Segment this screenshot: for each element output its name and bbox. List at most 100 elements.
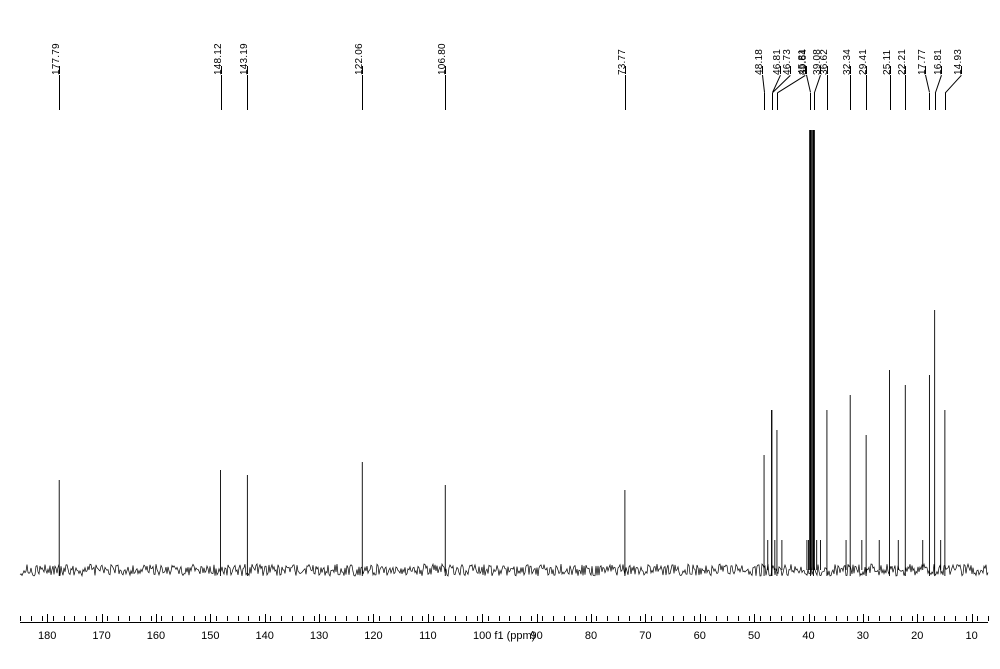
x-tick-minor: [183, 616, 184, 621]
x-tick-minor: [401, 616, 402, 621]
x-tick-label: 170: [92, 630, 110, 642]
x-tick-major: [972, 614, 973, 622]
x-tick-minor: [770, 616, 771, 621]
x-tick-major: [265, 614, 266, 622]
x-tick-minor: [879, 616, 880, 621]
x-tick-label: 80: [585, 630, 597, 642]
peak-tick: [827, 66, 828, 74]
x-tick-major: [917, 614, 918, 622]
x-tick-minor: [564, 616, 565, 621]
peak-label: 122.06: [354, 43, 365, 75]
x-tick-minor: [923, 616, 924, 621]
x-tick-minor: [542, 616, 543, 621]
peak-label: 36.62: [819, 49, 830, 75]
x-tick-minor: [553, 616, 554, 621]
x-tick-minor: [727, 616, 728, 621]
x-tick-major: [754, 614, 755, 622]
peak-tick: [780, 66, 781, 74]
peak-lead: [764, 93, 765, 111]
peak-lead: [221, 75, 222, 110]
x-tick-minor: [379, 616, 380, 621]
x-tick-minor: [955, 616, 956, 621]
x-tick-minor: [216, 616, 217, 621]
peak-label: 17.77: [917, 49, 928, 75]
x-tick-minor: [227, 616, 228, 621]
peak-tick: [850, 66, 851, 74]
peak-label: 39.64: [798, 49, 809, 75]
x-tick-major: [102, 614, 103, 622]
peak-lead: [772, 93, 773, 111]
peak-tick: [790, 66, 791, 74]
peak-lead: [890, 75, 891, 110]
x-tick-minor: [259, 616, 260, 621]
x-tick-minor: [444, 616, 445, 621]
x-tick-minor: [836, 616, 837, 621]
x-tick-label: 70: [639, 630, 651, 642]
x-tick-major: [645, 614, 646, 622]
x-tick-minor: [618, 616, 619, 621]
peak-label: 25.11: [882, 50, 893, 75]
x-tick-minor: [934, 616, 935, 621]
x-tick-minor: [901, 616, 902, 621]
x-tick-minor: [53, 616, 54, 621]
x-tick-label: 40: [802, 630, 814, 642]
x-tick-label: 50: [748, 630, 760, 642]
x-tick-major: [47, 614, 48, 622]
peak-label: 106.80: [437, 43, 448, 75]
x-tick-minor: [118, 616, 119, 621]
x-tick-minor: [629, 616, 630, 621]
x-tick-major: [809, 614, 810, 622]
peak-lead: [445, 75, 446, 110]
peak-tick: [762, 66, 763, 74]
x-tick-minor: [499, 616, 500, 621]
peak-tick: [362, 66, 363, 74]
x-tick-minor: [140, 616, 141, 621]
peak-label: 22.21: [897, 49, 908, 75]
x-tick-minor: [868, 616, 869, 621]
x-tick-major: [700, 614, 701, 622]
x-tick-minor: [803, 616, 804, 621]
x-tick-minor: [238, 616, 239, 621]
peak-label: 32.34: [842, 49, 853, 75]
x-tick-minor: [466, 616, 467, 621]
peak-tick: [961, 66, 962, 74]
x-tick-major: [591, 614, 592, 622]
x-tick-minor: [20, 616, 21, 621]
x-tick-minor: [303, 616, 304, 621]
peak-label: 143.19: [239, 43, 250, 75]
x-tick-minor: [64, 616, 65, 621]
x-tick-minor: [673, 616, 674, 621]
peak-lead: [814, 93, 815, 111]
peak-lead: [247, 75, 248, 110]
x-tick-minor: [357, 616, 358, 621]
peak-tick: [905, 66, 906, 74]
peak-tick: [445, 66, 446, 74]
x-tick-minor: [248, 616, 249, 621]
x-tick-minor: [640, 616, 641, 621]
peak-lead: [777, 93, 778, 111]
x-tick-minor: [412, 616, 413, 621]
x-tick-label: 180: [38, 630, 56, 642]
x-tick-label: 140: [256, 630, 274, 642]
x-tick-minor: [422, 616, 423, 621]
baseline-noise: [20, 564, 988, 576]
x-tick-minor: [760, 616, 761, 621]
x-tick-label: 10: [966, 630, 978, 642]
x-tick-minor: [792, 616, 793, 621]
x-tick-minor: [194, 616, 195, 621]
x-tick-label: 100: [473, 630, 491, 642]
x-tick-minor: [270, 616, 271, 621]
peak-tick: [625, 66, 626, 74]
peak-lead: [945, 93, 946, 111]
peak-tick: [925, 66, 926, 74]
peak-lead: [935, 93, 936, 111]
x-tick-minor: [716, 616, 717, 621]
peak-label: 16.81: [933, 49, 944, 75]
x-tick-minor: [129, 616, 130, 621]
x-tick-minor: [520, 616, 521, 621]
peak-lead: [929, 93, 930, 111]
x-tick-label: 110: [419, 630, 437, 642]
x-tick-minor: [988, 616, 989, 621]
x-tick-minor: [292, 616, 293, 621]
x-tick-minor: [477, 616, 478, 621]
